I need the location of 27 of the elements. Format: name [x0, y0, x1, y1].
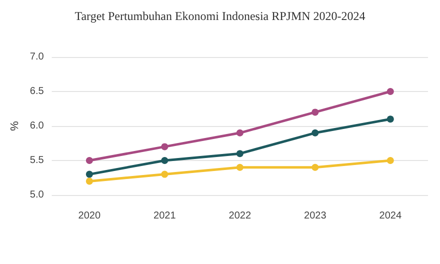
- point: [312, 129, 319, 136]
- y-tick-label: 6.0: [30, 120, 44, 132]
- point: [161, 170, 168, 178]
- y-tick-label: 5.5: [30, 155, 44, 166]
- point: [312, 164, 319, 171]
- y-tick-label: 6.5: [30, 86, 44, 97]
- point: [161, 143, 168, 150]
- x-tick-label: 2020: [78, 210, 101, 222]
- y-axis-title: %: [8, 121, 20, 132]
- x-tick-label: 2023: [304, 210, 327, 222]
- y-tick-label: 5.0: [30, 190, 44, 200]
- point: [236, 150, 244, 158]
- chart-title: Target Pertumbuhan Ekonomi Indonesia RPJMN 2020-2024: [74, 9, 366, 23]
- point: [312, 108, 319, 116]
- point: [86, 170, 93, 178]
- point: [236, 164, 244, 171]
- x-tick-label: 2021: [154, 210, 176, 222]
- point: [86, 157, 93, 164]
- x-tick-label: 2024: [379, 210, 402, 222]
- point: [386, 116, 394, 123]
- point: [86, 178, 93, 185]
- x-tick-label: 2022: [228, 210, 252, 222]
- point: [161, 157, 168, 164]
- point: [386, 157, 394, 164]
- point: [386, 88, 394, 95]
- point: [236, 129, 244, 136]
- y-tick-label: 7.0: [30, 52, 44, 62]
